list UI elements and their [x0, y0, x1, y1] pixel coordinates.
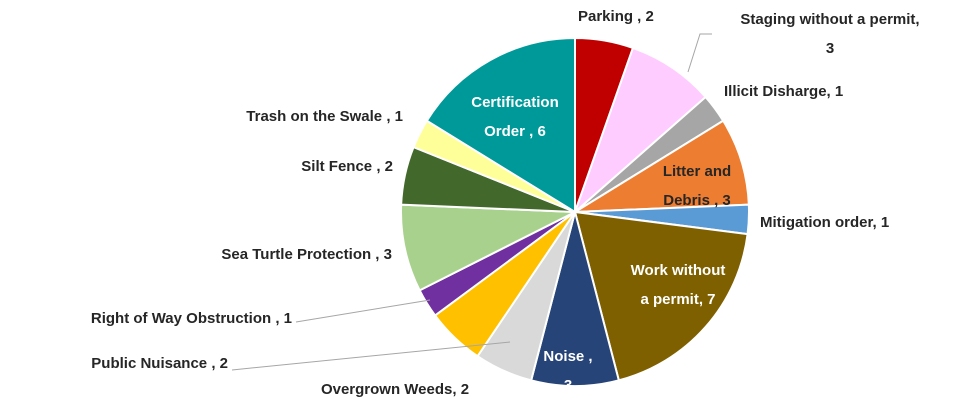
- leader-line: [231, 341, 511, 371]
- pie-slice: [425, 36, 576, 214]
- slice-label: Staging without a permit, 3: [740, 11, 919, 57]
- slice-label: Mitigation order, 1: [760, 214, 889, 231]
- pie-slice: [571, 119, 750, 214]
- pie: [400, 36, 750, 387]
- slice-label: Noise ,3: [543, 348, 592, 394]
- slice-label: Work without a permit, 7: [631, 262, 726, 308]
- labels: Parking , 2 Staging without a permit, 3 Ill…: [91, 8, 920, 398]
- pie-slice: [572, 46, 708, 216]
- leader-line: [295, 299, 431, 323]
- pie-slice: [573, 210, 749, 382]
- slice-label: Sea Turtle Protection , 3: [221, 246, 392, 263]
- pie-slice: [529, 208, 621, 387]
- slice-label: Right of Way Obstruction , 1: [91, 310, 292, 327]
- pie-slice: [400, 203, 579, 292]
- slice-label: Public Nuisance , 2: [91, 355, 228, 372]
- slice-label: Parking , 2: [578, 8, 654, 25]
- slice-label: Silt Fence , 2: [301, 158, 393, 175]
- slice-label: Illicit Disharge, 1: [724, 83, 843, 100]
- slice-label: Litter and Debris , 3: [663, 163, 731, 209]
- slice-label: Overgrown Weeds, 2: [321, 381, 469, 398]
- leader-line: [687, 33, 712, 73]
- slice-label: Trash on the Swale , 1: [246, 108, 403, 125]
- slice-label: Certification Order , 6: [471, 94, 559, 140]
